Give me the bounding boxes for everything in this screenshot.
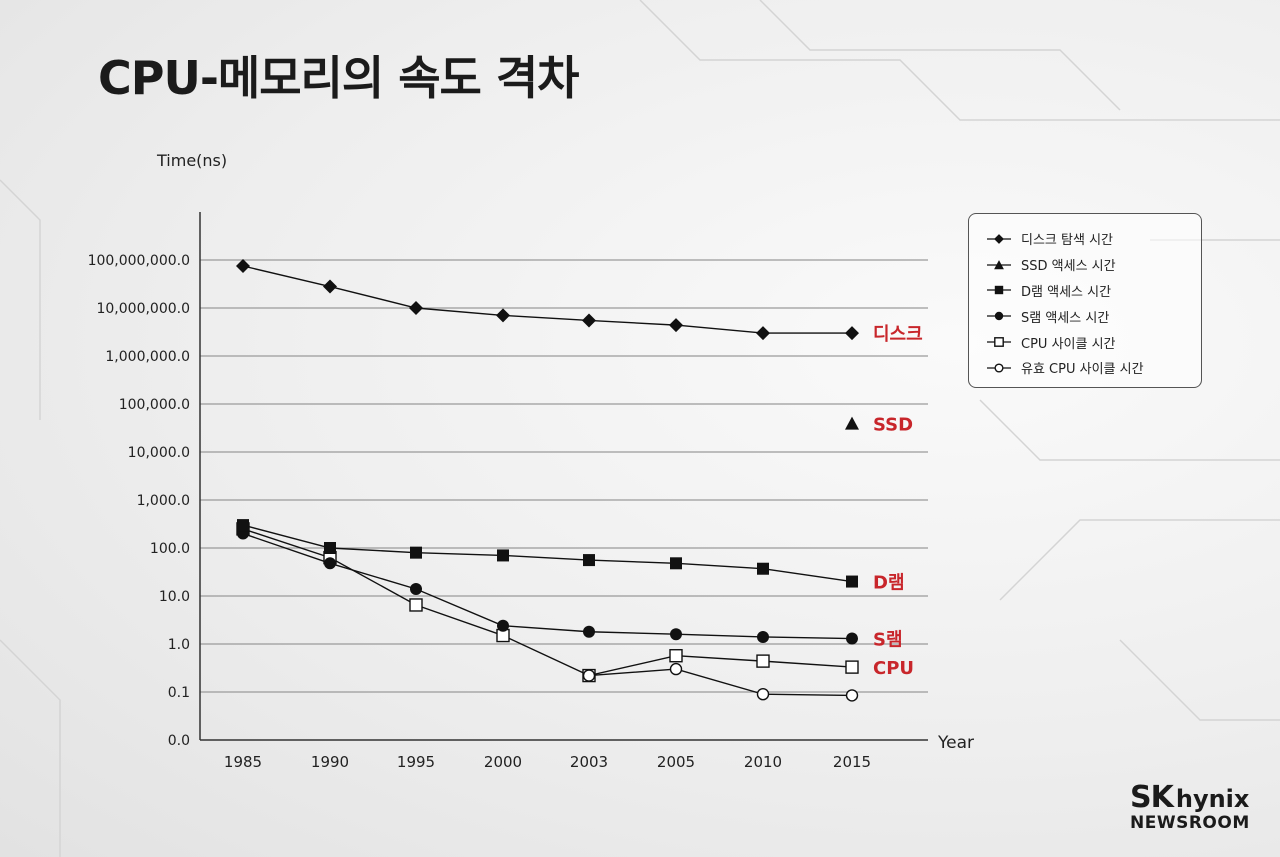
y-tick-label: 0.1: [168, 685, 190, 701]
x-tick-label: 1995: [397, 753, 435, 771]
data-point-circle-open: [845, 689, 859, 702]
series-end-label: SSD: [873, 415, 913, 436]
data-point-circle: [583, 625, 595, 638]
data-point-diamond: [323, 279, 337, 294]
data-point-diamond: [582, 313, 596, 328]
logo-sk: SK: [1130, 780, 1174, 815]
legend-item: D램 액세스 시간: [987, 278, 1201, 304]
series-end-label: S램: [873, 630, 903, 651]
x-tick-label: 2015: [833, 753, 871, 771]
data-point-circle-open: [669, 662, 683, 676]
data-point-circle: [757, 630, 769, 643]
legend-item: CPU 사이클 시간: [987, 329, 1201, 355]
y-tick-label: 100,000.0: [119, 397, 190, 413]
y-tick-label: 10.0: [159, 589, 190, 605]
data-point-square: [994, 286, 1004, 295]
data-point-circle: [846, 632, 858, 645]
legend-label: 디스크 탐색 시간: [1021, 233, 1113, 249]
data-point-square: [670, 557, 682, 570]
y-tick-label: 1,000,000.0: [105, 349, 190, 365]
data-point-square-open: [409, 598, 423, 612]
legend-swatch: [987, 286, 1011, 295]
legend-swatch: [987, 233, 1011, 244]
data-point-circle: [410, 582, 422, 595]
x-tick-label: 2005: [657, 753, 695, 771]
series-line: [588, 668, 853, 697]
legend-label: D램 액세스 시간: [1021, 284, 1112, 300]
data-point-circle: [324, 557, 336, 570]
y-tick-label: 100,000,000.0: [88, 253, 190, 269]
data-point-circle-open: [582, 669, 596, 682]
x-tick-label: 2000: [484, 753, 522, 771]
logo-newsroom: NEWSROOM: [1130, 813, 1250, 833]
legend-item: S램 액세스 시간: [987, 303, 1201, 329]
legend-swatch: [987, 337, 1011, 347]
data-point-square: [410, 546, 422, 559]
legend-label: S램 액세스 시간: [1021, 310, 1110, 326]
data-point-diamond: [496, 308, 510, 323]
legend-item: 디스크 탐색 시간: [987, 226, 1201, 252]
data-point-diamond: [236, 258, 250, 273]
series-line: [242, 528, 853, 677]
y-axis-title: Time(ns): [156, 151, 227, 170]
legend-swatch: [987, 312, 1011, 321]
legend-label: CPU 사이클 시간: [1021, 336, 1116, 352]
legend-label: SSD 액세스 시간: [1021, 259, 1116, 275]
y-tick-label: 100.0: [150, 541, 190, 557]
data-point-diamond: [845, 326, 859, 341]
series-end-label: 디스크: [873, 324, 923, 345]
data-point-circle: [670, 628, 682, 641]
data-point-square: [846, 575, 858, 588]
data-point-square: [757, 562, 769, 575]
x-tick-label: 1985: [224, 753, 262, 771]
y-tick-label: 1,000.0: [137, 493, 190, 509]
legend-item: SSD 액세스 시간: [987, 252, 1201, 278]
data-point-square-open: [994, 337, 1004, 347]
data-point-circle-open: [756, 687, 770, 701]
data-point-square-open: [756, 654, 770, 668]
x-tick-label: 1990: [311, 753, 349, 771]
data-point-square-open: [845, 660, 859, 674]
data-point-circle-open: [994, 363, 1004, 373]
data-point-square: [237, 519, 249, 532]
data-point-square: [324, 542, 336, 554]
data-point-square: [497, 549, 509, 562]
x-tick-label: 2003: [570, 753, 608, 771]
page-title: CPU-메모리의 속도 격차: [98, 51, 580, 105]
data-point-circle: [994, 312, 1004, 321]
x-axis-title: Year: [937, 733, 974, 753]
data-point-diamond: [409, 301, 423, 315]
legend-swatch: [987, 259, 1011, 269]
series-end-label: D램: [873, 573, 905, 594]
sk-hynix-newsroom-logo: SK hynix NEWSROOM: [1130, 780, 1250, 833]
series-line: [242, 532, 853, 640]
series-line: [242, 524, 853, 583]
data-point-diamond: [994, 233, 1004, 244]
data-point-diamond: [669, 318, 683, 333]
legend-label: 유효 CPU 사이클 시간: [1021, 362, 1144, 378]
logo-hynix: hynix: [1175, 785, 1250, 813]
y-tick-label: 10,000.0: [128, 445, 190, 461]
y-tick-label: 10,000,000.0: [96, 301, 190, 317]
data-point-triangle: [994, 259, 1004, 269]
legend-swatch: [987, 363, 1011, 373]
x-tick-label: 2010: [744, 753, 782, 771]
y-tick-label: 1.0: [168, 637, 190, 653]
series-end-label: CPU: [873, 658, 914, 679]
legend-item: 유효 CPU 사이클 시간: [987, 355, 1201, 381]
chart-legend: 디스크 탐색 시간 SSD 액세스 시간 D램 액세스 시간 S램 액세스 시간 CPU…: [968, 213, 1202, 388]
data-point-square: [583, 554, 595, 567]
data-point-triangle: [845, 416, 859, 430]
series-line: [242, 265, 852, 334]
data-point-diamond: [756, 326, 770, 341]
data-point-circle: [497, 619, 509, 632]
y-tick-label: 0.0: [168, 733, 190, 749]
data-point-square-open: [669, 649, 683, 663]
